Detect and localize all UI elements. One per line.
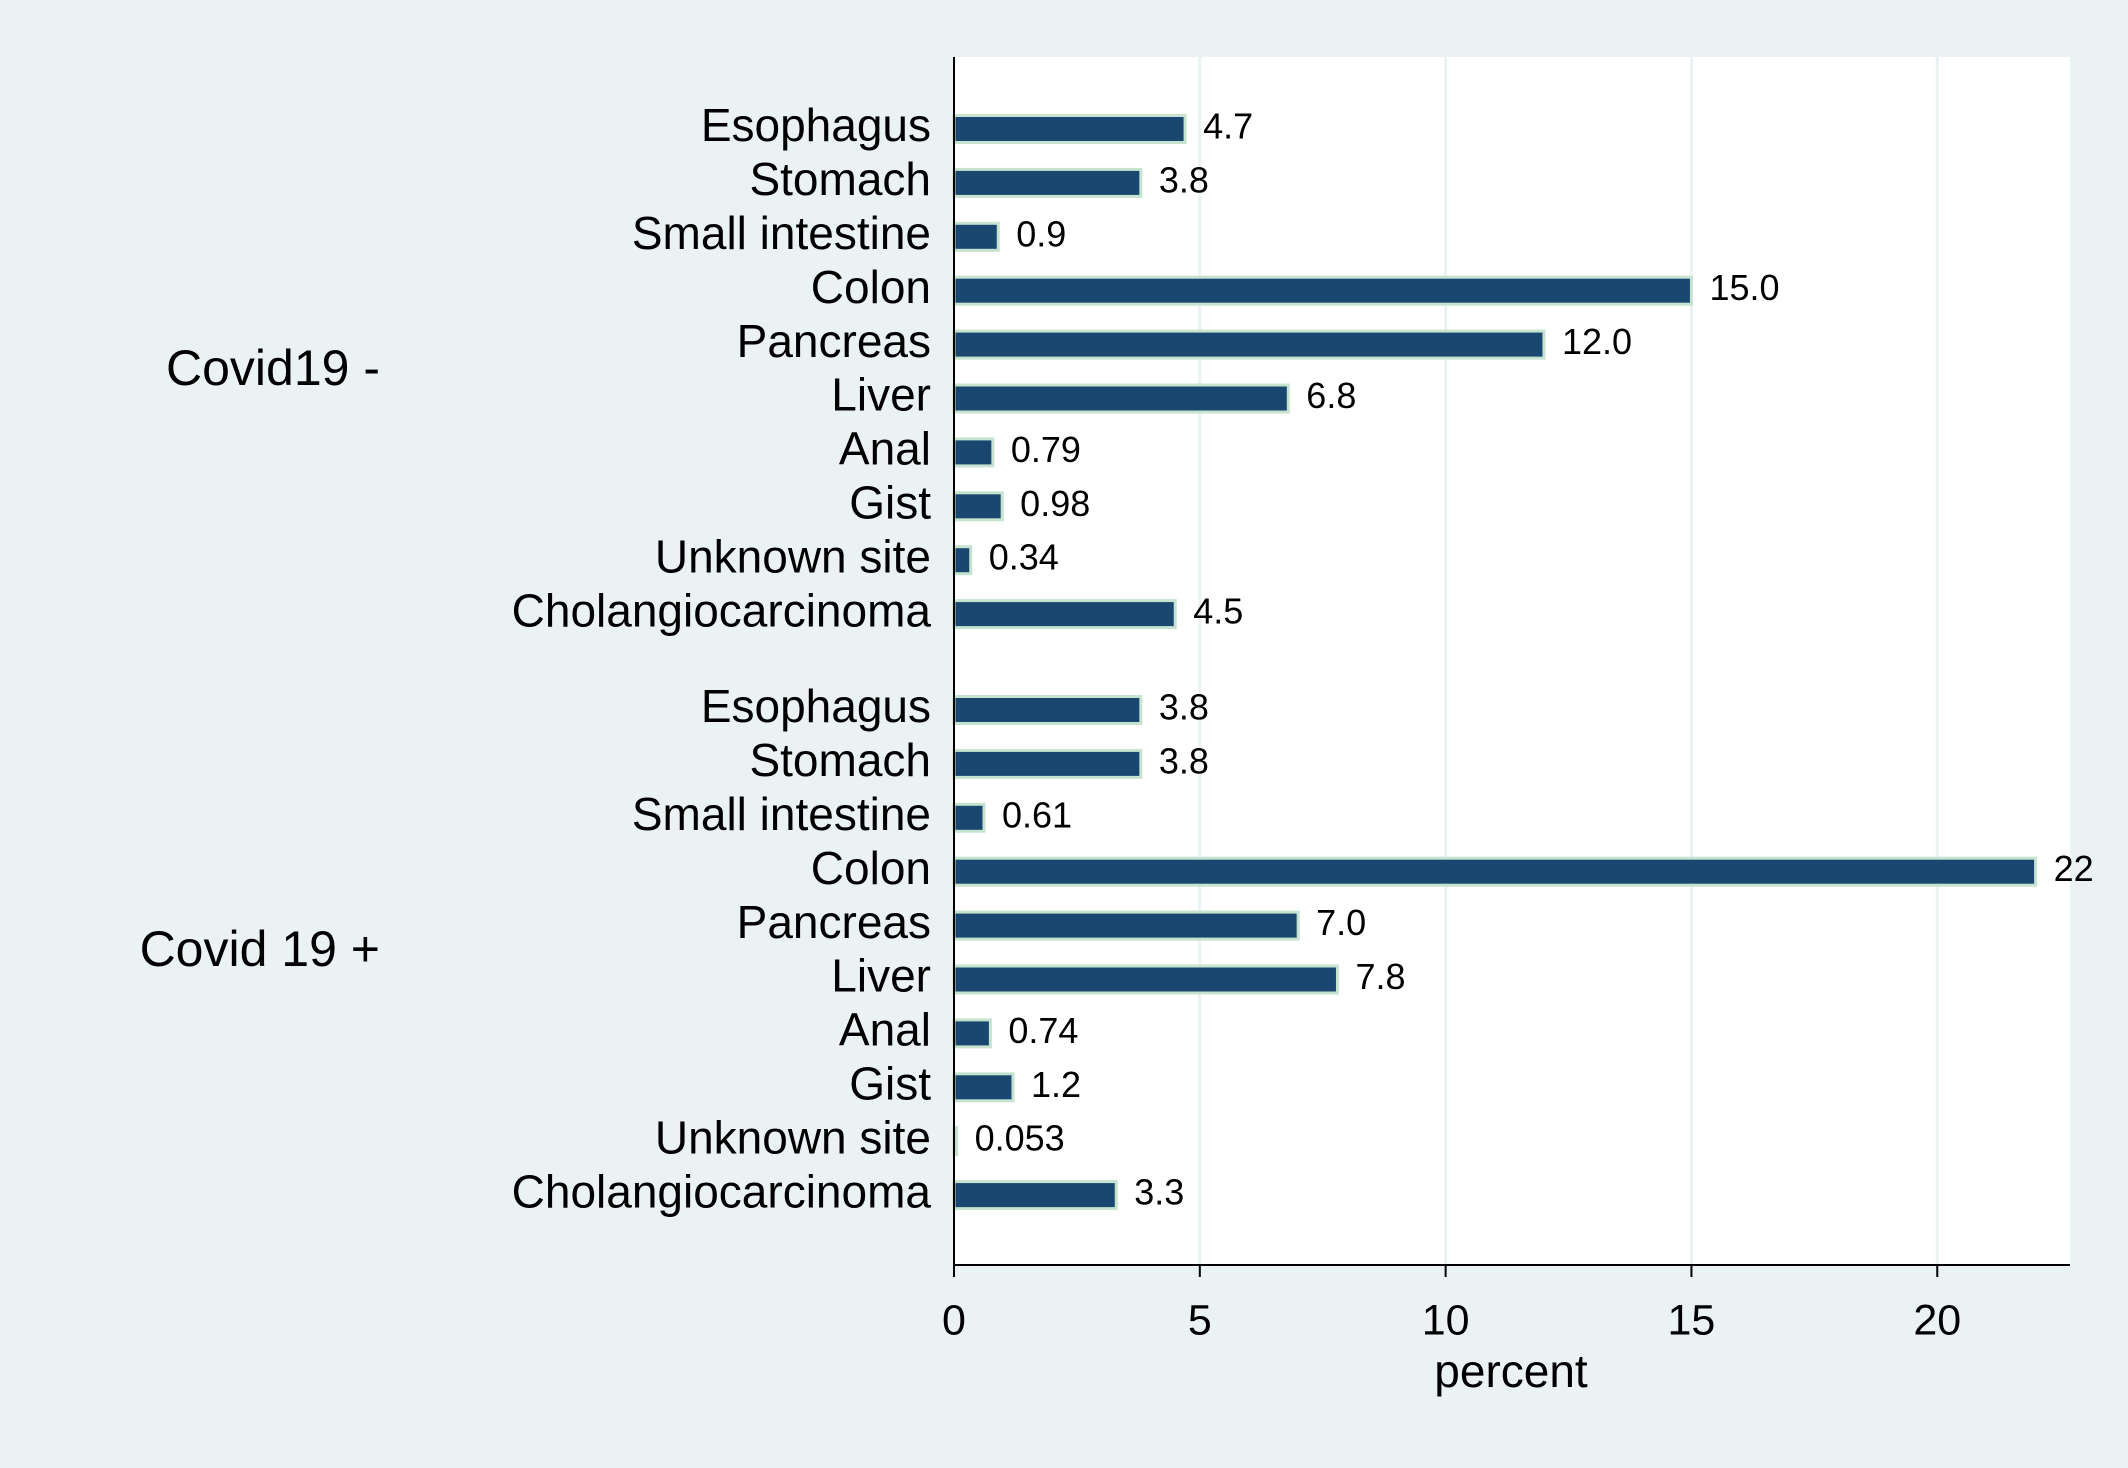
category-label: Colon <box>811 261 931 313</box>
bar <box>952 695 1143 725</box>
bar <box>952 599 1177 630</box>
bar <box>952 910 1300 941</box>
bar <box>952 856 2038 887</box>
category-label: Pancreas <box>737 896 931 948</box>
value-label: 15.0 <box>1709 267 1779 308</box>
category-label: Esophagus <box>701 99 931 151</box>
value-label: 3.8 <box>1159 740 1209 781</box>
value-label: 1.2 <box>1031 1064 1081 1105</box>
category-label: Liver <box>831 950 931 1002</box>
x-axis-label: percent <box>1434 1345 1588 1397</box>
value-label: 0.34 <box>989 537 1059 578</box>
category-label: Pancreas <box>737 315 931 367</box>
category-label: Anal <box>839 1004 931 1056</box>
value-label: 0.9 <box>1016 213 1066 254</box>
value-label: 6.8 <box>1306 375 1356 416</box>
bar <box>952 329 1546 360</box>
value-label: 12.0 <box>1562 321 1632 362</box>
bar <box>952 802 986 833</box>
value-label: 0.79 <box>1011 429 1081 470</box>
bar <box>952 114 1187 144</box>
bar <box>952 437 995 468</box>
category-label: Gist <box>849 1057 931 1109</box>
category-label: Cholangiocarcinoma <box>512 584 932 636</box>
bar <box>952 1072 1015 1103</box>
value-label: 7.0 <box>1316 902 1366 943</box>
value-label: 4.5 <box>1193 591 1243 632</box>
value-label: 0.74 <box>1008 1010 1078 1051</box>
value-label: 3.3 <box>1134 1172 1184 1213</box>
category-label: Stomach <box>749 734 931 786</box>
value-label: 7.8 <box>1355 956 1405 997</box>
x-tick-label: 5 <box>1188 1296 1212 1344</box>
bar <box>952 1180 1118 1211</box>
bar <box>952 491 1004 522</box>
category-label: Esophagus <box>701 680 931 732</box>
group-label: Covid19 - <box>166 340 380 396</box>
x-tick-label: 15 <box>1668 1296 1716 1344</box>
bar <box>952 167 1143 198</box>
value-label: 3.8 <box>1159 159 1209 200</box>
bar <box>952 748 1143 779</box>
bar <box>952 545 973 576</box>
plot-area <box>954 57 2070 1265</box>
category-label: Unknown site <box>655 530 931 582</box>
value-label: 3.8 <box>1159 687 1209 728</box>
bar <box>952 1018 992 1049</box>
value-label: 0.61 <box>1002 794 1072 835</box>
bar <box>952 964 1339 995</box>
value-label: 22 <box>2054 848 2094 889</box>
category-label: Liver <box>831 369 931 421</box>
x-tick-label: 0 <box>942 1296 966 1344</box>
group-label: Covid 19 + <box>140 921 380 977</box>
category-label: Stomach <box>749 153 931 205</box>
category-label: Unknown site <box>655 1111 931 1163</box>
value-label: 4.7 <box>1203 106 1253 147</box>
bar <box>952 221 1000 252</box>
category-label: Gist <box>849 476 931 528</box>
value-label: 0.053 <box>975 1118 1065 1159</box>
category-label: Cholangiocarcinoma <box>512 1165 932 1217</box>
value-label: 0.98 <box>1020 483 1090 524</box>
x-tick-label: 10 <box>1422 1296 1470 1344</box>
category-label: Anal <box>839 423 931 475</box>
category-label: Small intestine <box>632 207 931 259</box>
bar <box>952 383 1290 414</box>
category-label: Small intestine <box>632 788 931 840</box>
category-label: Colon <box>811 842 931 894</box>
x-tick-label: 20 <box>1913 1296 1961 1344</box>
bar <box>952 275 1693 306</box>
